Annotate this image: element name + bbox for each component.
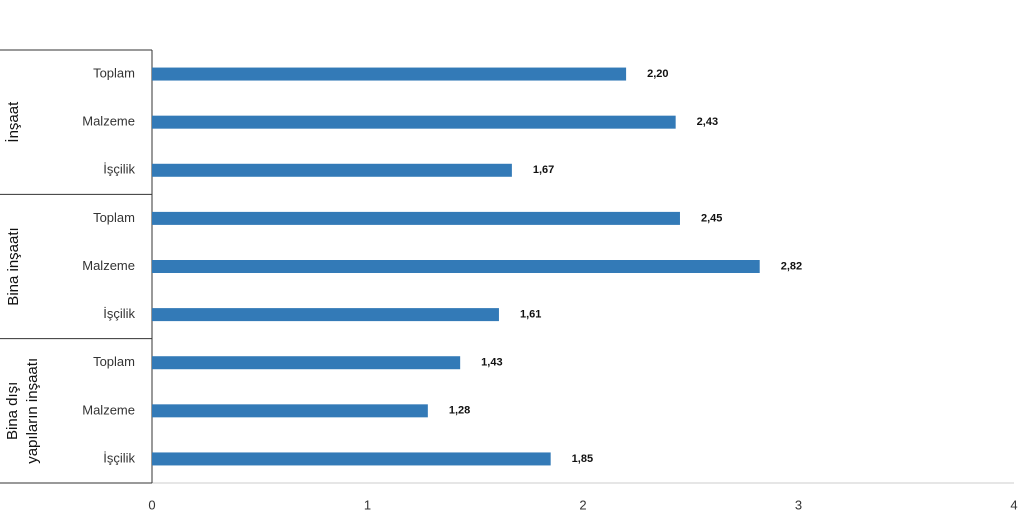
x-tick-label: 4 [1010, 497, 1017, 512]
value-label: 1,28 [449, 405, 470, 417]
bar [152, 67, 627, 81]
bar [152, 260, 760, 273]
value-label: 1,67 [533, 164, 554, 176]
category-label: Malzeme [82, 402, 135, 417]
group-label: Bina inşaatı [5, 227, 22, 305]
value-label: 1,43 [481, 357, 502, 369]
x-tick-label: 1 [364, 497, 371, 512]
category-label: İşçilik [103, 450, 135, 465]
category-label: İşçilik [103, 162, 135, 177]
group-label: İnşaat [4, 101, 22, 143]
value-label: 1,61 [520, 309, 541, 321]
x-tick-label: 3 [795, 497, 802, 512]
bar [152, 452, 551, 466]
group-label: yapıların inşaatı [24, 358, 41, 464]
bar [152, 163, 512, 177]
value-label: 2,45 [701, 212, 722, 224]
bar [152, 211, 680, 225]
bar [152, 115, 676, 129]
value-label: 2,20 [647, 68, 668, 80]
value-label: 2,43 [697, 116, 718, 128]
category-label: Malzeme [82, 114, 135, 129]
value-label: 1,85 [572, 453, 593, 465]
group-label: Bina dışı [4, 382, 21, 440]
category-label: Toplam [93, 210, 135, 225]
category-label: Toplam [93, 354, 135, 369]
category-label: Malzeme [82, 258, 135, 273]
value-label: 2,82 [781, 260, 802, 272]
category-label: İşçilik [103, 306, 135, 321]
bar [152, 308, 499, 322]
x-tick-label: 0 [148, 497, 155, 512]
bar [152, 404, 428, 418]
bar [152, 356, 461, 370]
category-label: Toplam [93, 65, 135, 80]
x-tick-label: 2 [579, 497, 586, 512]
